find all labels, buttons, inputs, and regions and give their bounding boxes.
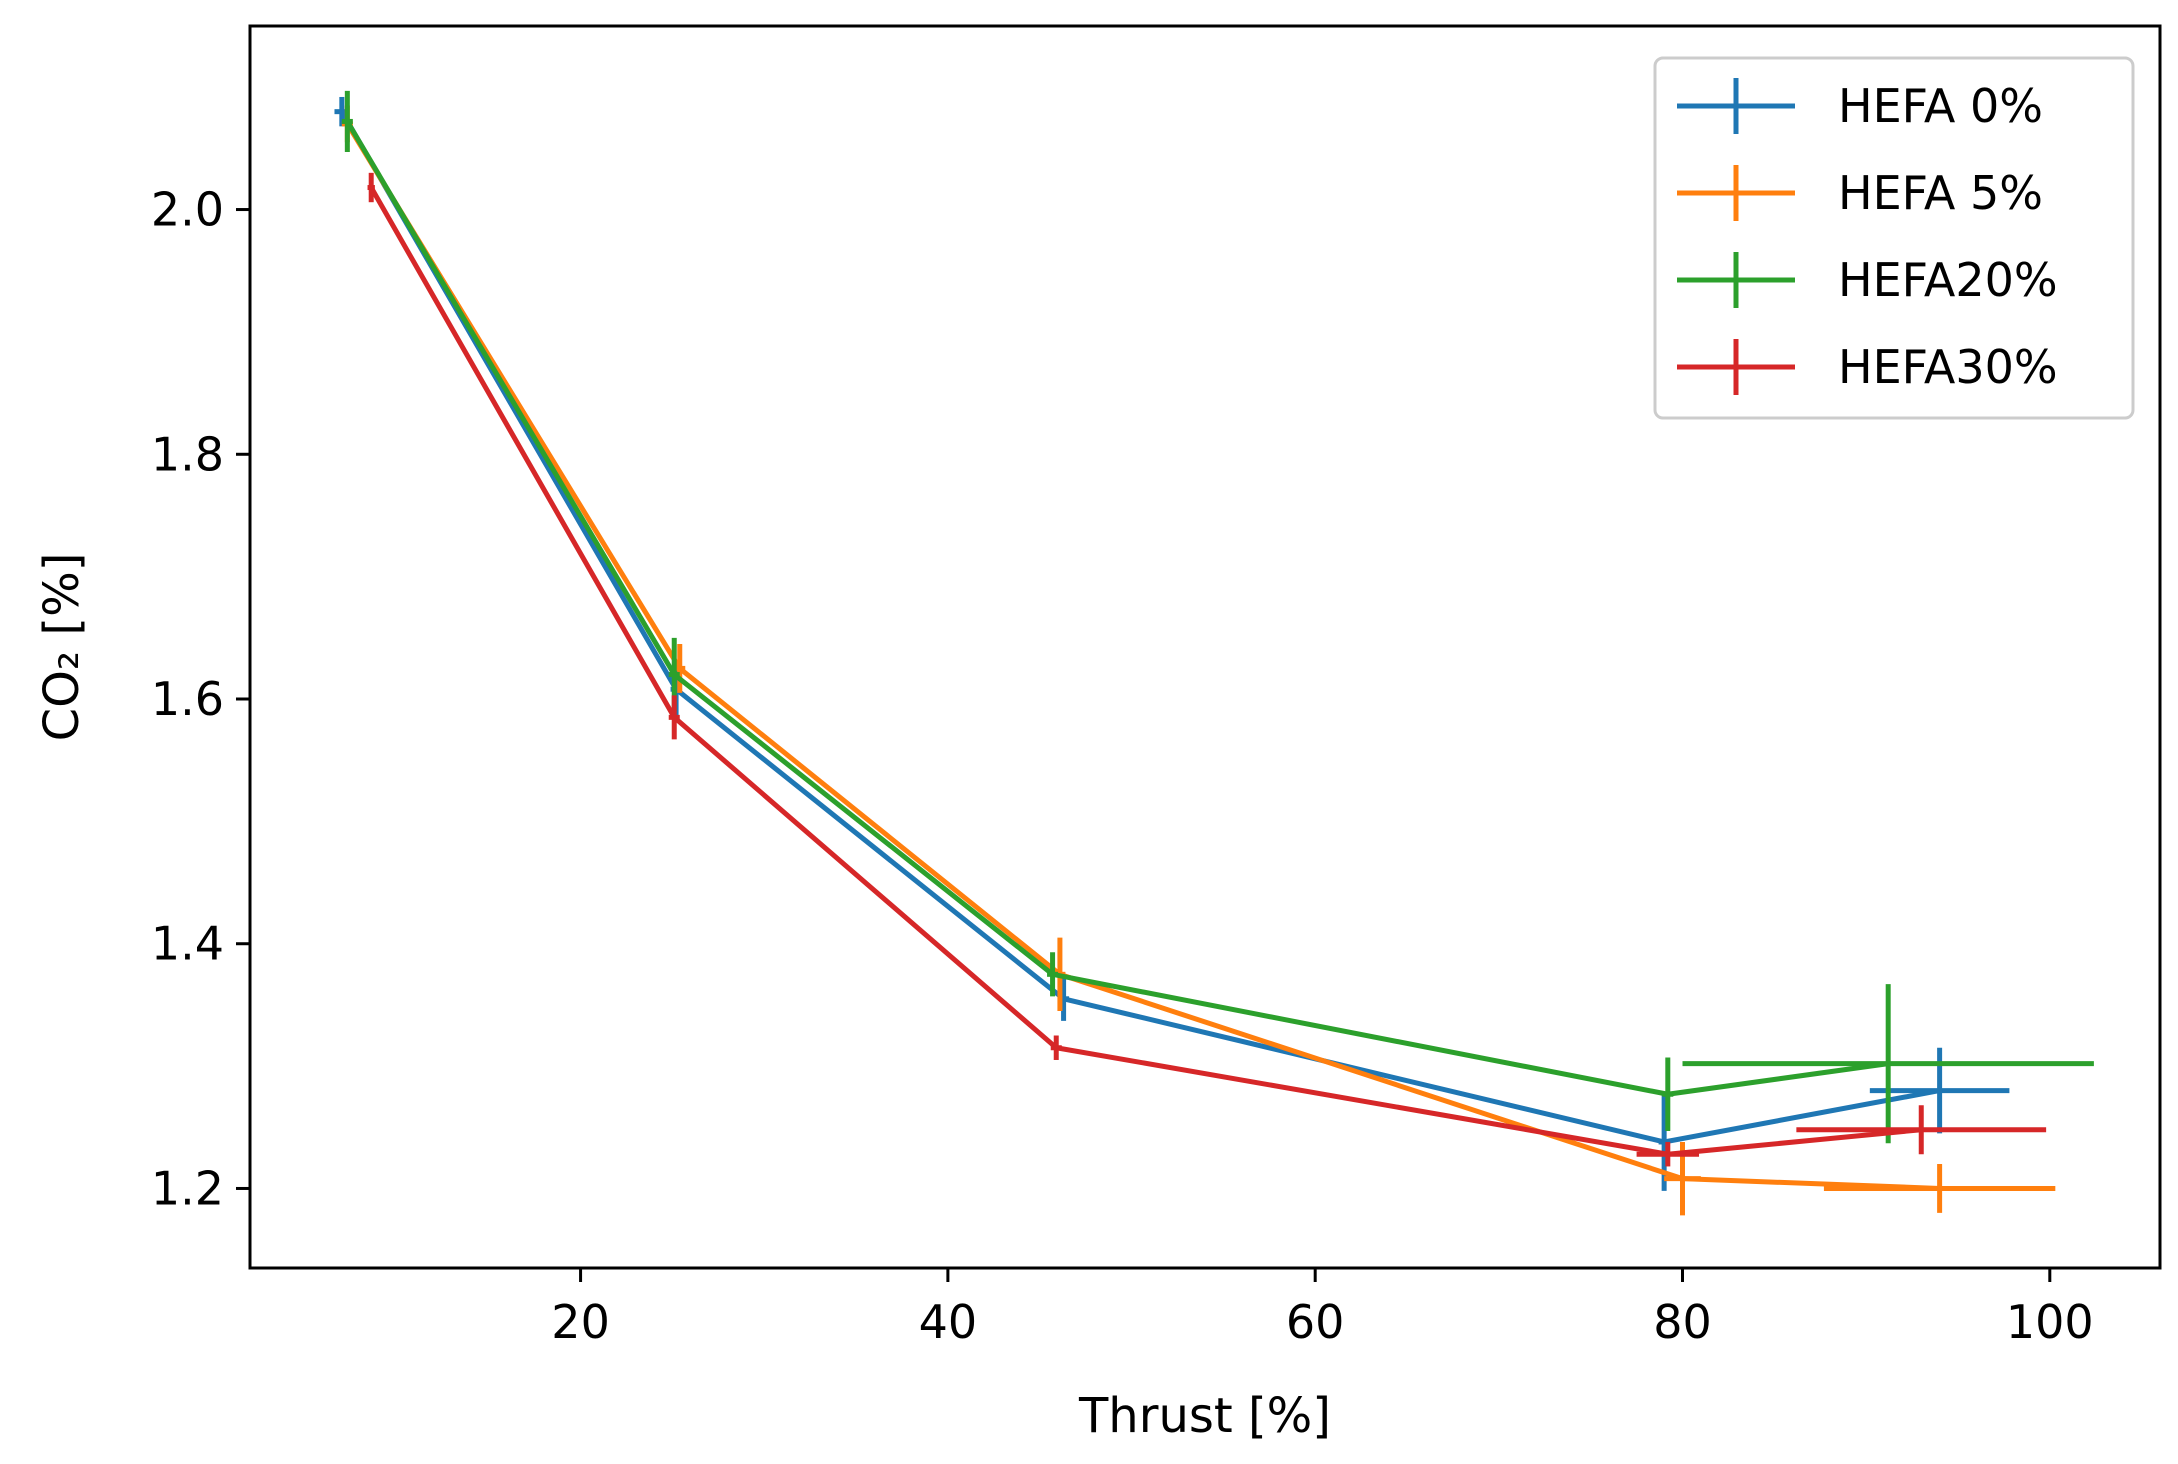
legend-label: HEFA20%	[1838, 253, 2058, 307]
legend-entry: HEFA 0%	[1677, 78, 2043, 134]
y-axis: 1.2 1.4 1.6 1.8 2.0	[151, 183, 250, 1215]
plot-area	[334, 90, 2094, 1216]
x-axis: 20 40 60 80 100	[551, 1268, 2094, 1349]
series-3	[367, 172, 2047, 1167]
legend-box	[1653, 56, 2135, 420]
legend: HEFA 0% HEFA 5% HEFA20% HEFA30%	[1653, 56, 2135, 420]
legend-entry: HEFA20%	[1677, 252, 2058, 308]
y-axis-label: CO₂ [%]	[34, 553, 90, 742]
axes-frame	[248, 24, 2162, 1270]
y-tick-label: 1.2	[151, 1161, 224, 1215]
x-tick-label: 20	[551, 1295, 610, 1349]
legend-label: HEFA30%	[1838, 340, 2058, 394]
x-axis-label: Thrust [%]	[1078, 1388, 1331, 1444]
legend-label: HEFA 5%	[1838, 166, 2043, 220]
legend-entry: HEFA 5%	[1677, 165, 2043, 221]
y-tick-label: 2.0	[151, 183, 224, 237]
x-tick-label: 60	[1286, 1295, 1345, 1349]
x-tick-label: 40	[919, 1295, 978, 1349]
x-tick-label: 100	[2006, 1295, 2094, 1349]
x-tick-label: 80	[1653, 1295, 1712, 1349]
y-tick-label: 1.6	[151, 672, 224, 726]
y-tick-label: 1.4	[151, 917, 224, 971]
legend-entry: HEFA30%	[1677, 339, 2058, 395]
legend-label: HEFA 0%	[1838, 79, 2043, 133]
y-tick-label: 1.8	[151, 427, 224, 481]
